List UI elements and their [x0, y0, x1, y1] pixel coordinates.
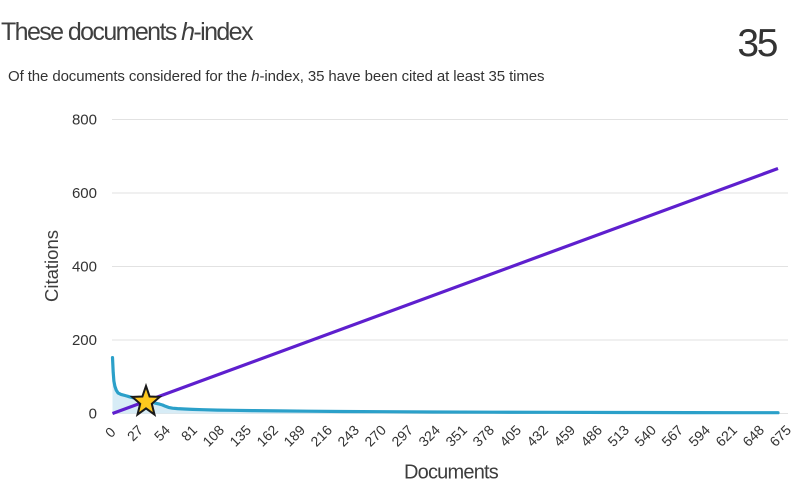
svg-text:108: 108	[199, 422, 227, 450]
svg-text:648: 648	[739, 422, 767, 450]
svg-text:378: 378	[469, 422, 497, 450]
svg-text:324: 324	[415, 422, 443, 450]
svg-text:54: 54	[151, 422, 173, 444]
svg-text:800: 800	[72, 112, 97, 129]
svg-text:600: 600	[72, 185, 97, 202]
svg-text:351: 351	[442, 422, 470, 450]
svg-text:567: 567	[658, 422, 686, 450]
svg-text:Documents: Documents	[404, 462, 499, 484]
svg-text:81: 81	[178, 422, 200, 444]
svg-text:400: 400	[72, 259, 97, 276]
svg-text:200: 200	[72, 332, 97, 349]
svg-text:297: 297	[388, 422, 416, 450]
svg-text:513: 513	[604, 422, 632, 450]
svg-text:459: 459	[550, 422, 578, 450]
svg-text:216: 216	[307, 422, 335, 450]
svg-text:162: 162	[253, 422, 281, 450]
svg-text:405: 405	[496, 422, 524, 450]
svg-text:135: 135	[226, 422, 254, 450]
svg-text:621: 621	[712, 422, 740, 450]
svg-text:0: 0	[89, 406, 97, 423]
svg-text:0: 0	[102, 424, 119, 441]
svg-text:189: 189	[280, 422, 308, 450]
svg-text:594: 594	[685, 422, 713, 450]
svg-text:27: 27	[124, 422, 146, 444]
svg-text:432: 432	[523, 422, 551, 450]
svg-text:540: 540	[631, 422, 659, 450]
svg-text:243: 243	[334, 422, 362, 450]
svg-text:486: 486	[577, 422, 605, 450]
svg-text:270: 270	[361, 422, 389, 450]
svg-text:675: 675	[766, 422, 794, 450]
svg-text:Citations: Citations	[41, 230, 62, 302]
